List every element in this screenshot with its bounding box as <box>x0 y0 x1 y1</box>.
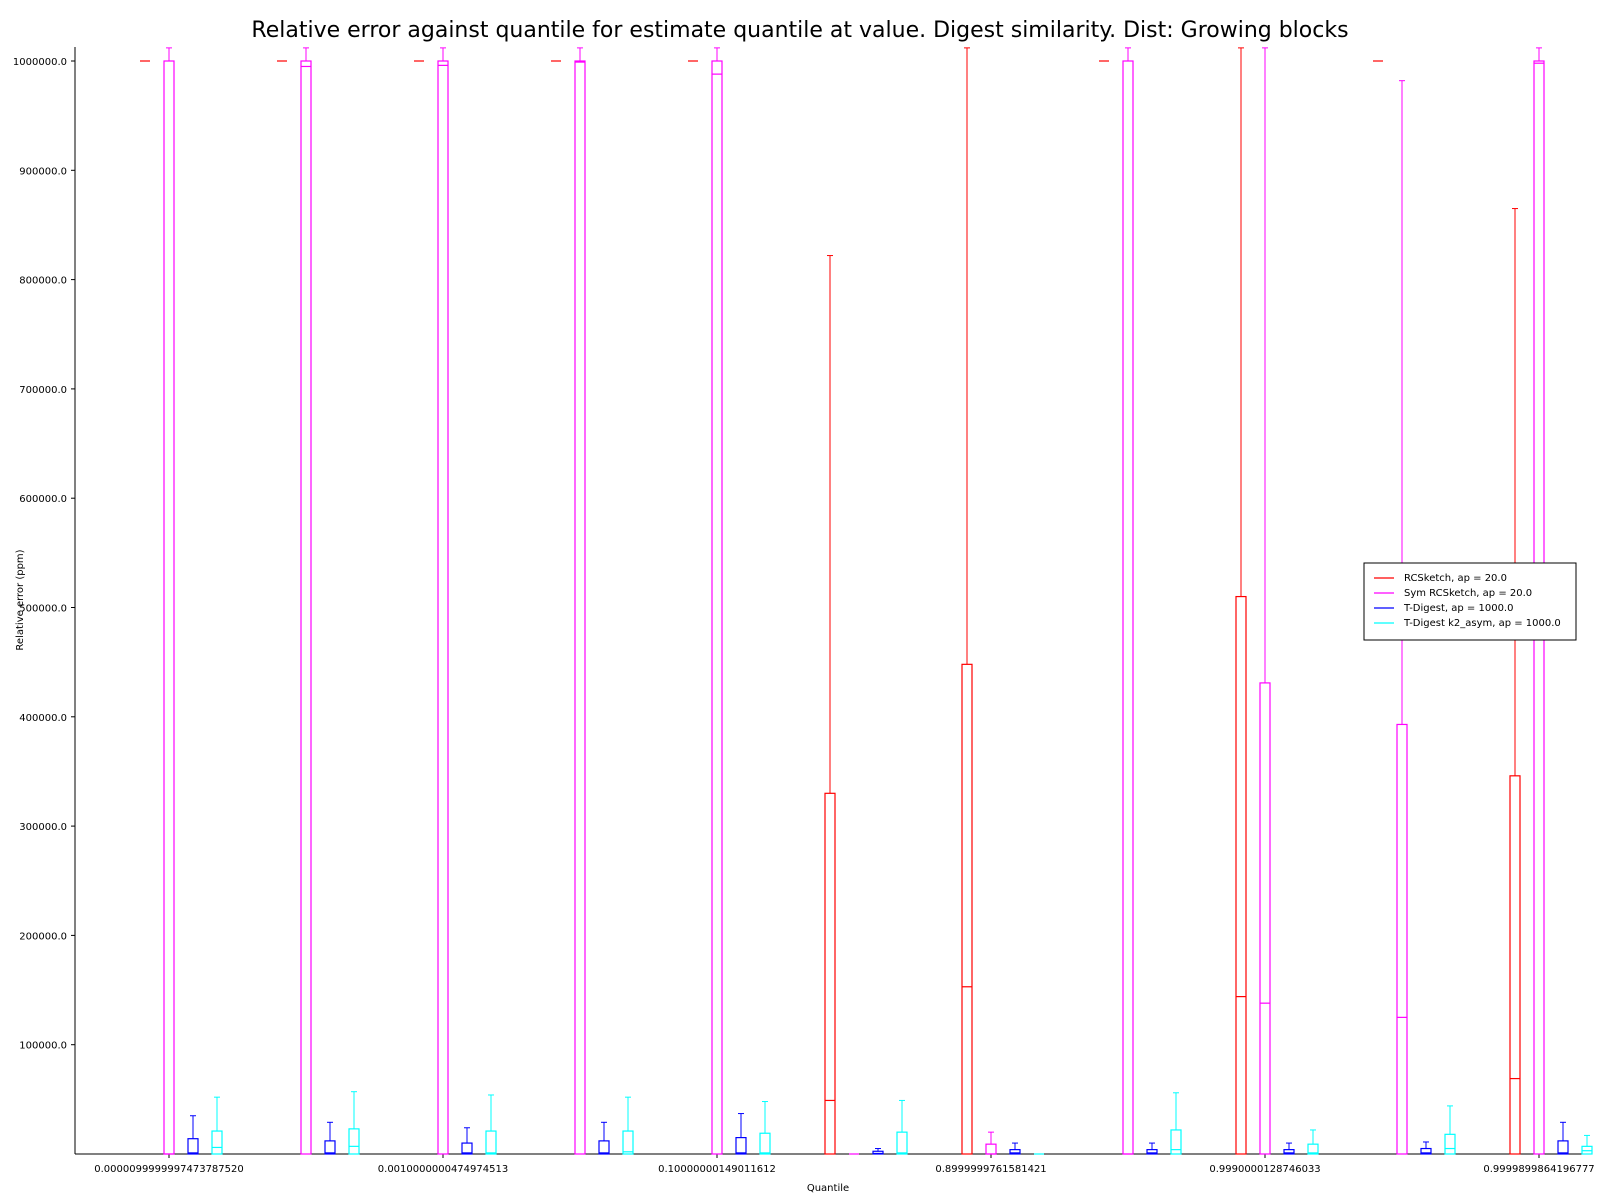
box-1-3 <box>574 47 586 1155</box>
box-2-6 <box>1009 1142 1021 1155</box>
box-2-5 <box>872 1148 884 1155</box>
box-3-10 <box>1581 1134 1593 1155</box>
x-tick-label: 0.0000099999997473787520 <box>94 1164 244 1175</box>
box-1-2 <box>437 47 449 1155</box>
box-2-4 <box>735 1113 747 1155</box>
box-body <box>961 663 973 1155</box>
legend-label: T-Digest k2_asym, ap = 1000.0 <box>1403 618 1561 629</box>
box-1-1 <box>300 47 312 1155</box>
box-body <box>437 60 449 1155</box>
box-3-3 <box>622 1096 634 1155</box>
box-body <box>348 1128 360 1155</box>
box-body <box>622 1130 634 1155</box>
box-0-6 <box>961 47 973 1155</box>
box-1-4 <box>711 47 723 1155</box>
box-1-0 <box>163 47 175 1155</box>
box-body <box>1396 723 1408 1155</box>
y-tick-label: 900000.0 <box>19 166 67 177</box>
box-2-7 <box>1146 1142 1158 1155</box>
box-0-10 <box>1509 208 1521 1155</box>
box-body <box>300 60 312 1155</box>
box-body <box>1170 1129 1182 1155</box>
box-body <box>824 792 836 1155</box>
box-2-1 <box>324 1121 336 1155</box>
y-axis-label: Relative error (ppm) <box>15 549 26 650</box>
legend-label: RCSketch, ap = 20.0 <box>1404 573 1507 584</box>
y-tick-label: 300000.0 <box>19 822 67 833</box>
box-3-7 <box>1170 1092 1182 1155</box>
box-0-5 <box>824 255 836 1155</box>
box-body <box>735 1137 747 1155</box>
box-2-3 <box>598 1121 610 1155</box>
x-tick-label: 0.9990000128746033 <box>1209 1164 1320 1175</box>
box-body <box>1420 1147 1432 1155</box>
x-tick-label: 0.0010000000474974513 <box>378 1164 508 1175</box>
box-3-8 <box>1307 1129 1319 1155</box>
y-tick-label: 600000.0 <box>19 494 67 505</box>
box-3-9 <box>1444 1105 1456 1155</box>
box-body <box>187 1138 199 1155</box>
y-tick-label: 200000.0 <box>19 931 67 942</box>
box-body <box>211 1130 223 1155</box>
box-body <box>1259 682 1271 1155</box>
box-body <box>574 60 586 1155</box>
box-body <box>1235 595 1247 1155</box>
box-body <box>1146 1149 1158 1155</box>
box-2-2 <box>461 1127 473 1155</box>
box-body <box>461 1142 473 1155</box>
box-body <box>598 1140 610 1155</box>
box-body <box>1307 1143 1319 1155</box>
box-body <box>1444 1133 1456 1155</box>
legend: RCSketch, ap = 20.0 Sym RCSketch, ap = 20… <box>1363 562 1577 641</box>
x-axis-ticks: 0.0000099999997473787520 0.00100000004749… <box>94 1154 1595 1175</box>
y-tick-label: 1000000.0 <box>13 57 67 68</box>
y-tick-label: 500000.0 <box>19 604 67 615</box>
box-3-2 <box>485 1094 497 1155</box>
box-0-8 <box>1235 47 1247 1155</box>
box-body <box>1557 1140 1569 1155</box>
y-tick-label: 400000.0 <box>19 713 67 724</box>
box-body <box>1009 1149 1021 1155</box>
y-tick-label: 800000.0 <box>19 276 67 287</box>
box-2-10 <box>1557 1121 1569 1155</box>
y-tick-label: 700000.0 <box>19 385 67 396</box>
box-body <box>1283 1149 1295 1155</box>
box-3-0 <box>211 1096 223 1155</box>
box-2-9 <box>1420 1141 1432 1155</box>
box-body <box>896 1131 908 1155</box>
x-tick-label: 0.9999899864196777 <box>1483 1164 1594 1175</box>
legend-frame <box>1363 562 1577 641</box>
legend-label: Sym RCSketch, ap = 20.0 <box>1404 588 1532 599</box>
x-tick-label: 0.8999999761581421 <box>935 1164 1046 1175</box>
y-tick-label: 100000.0 <box>19 1041 67 1052</box>
box-body <box>324 1140 336 1155</box>
y-axis-ticks: 100000.0 200000.0 300000.0 400000.0 500000.0… <box>13 57 75 1052</box>
legend-label: T-Digest, ap = 1000.0 <box>1403 603 1513 614</box>
box-body <box>485 1130 497 1155</box>
box-3-4 <box>759 1101 771 1155</box>
box-1-6 <box>985 1131 997 1155</box>
chart-title: Relative error against quantile for esti… <box>251 18 1348 43</box>
box-3-1 <box>348 1091 360 1155</box>
box-3-5 <box>896 1099 908 1155</box>
x-tick-label: 0.10000000149011612 <box>658 1164 776 1175</box>
box-body <box>759 1132 771 1155</box>
box-2-0 <box>187 1115 199 1155</box>
box-body <box>1509 775 1521 1155</box>
box-body <box>711 60 723 1155</box>
box-1-8 <box>1259 47 1271 1155</box>
box-1-7 <box>1122 47 1134 1155</box>
box-2-8 <box>1283 1142 1295 1155</box>
x-axis-label: Quantile <box>807 1183 849 1194</box>
